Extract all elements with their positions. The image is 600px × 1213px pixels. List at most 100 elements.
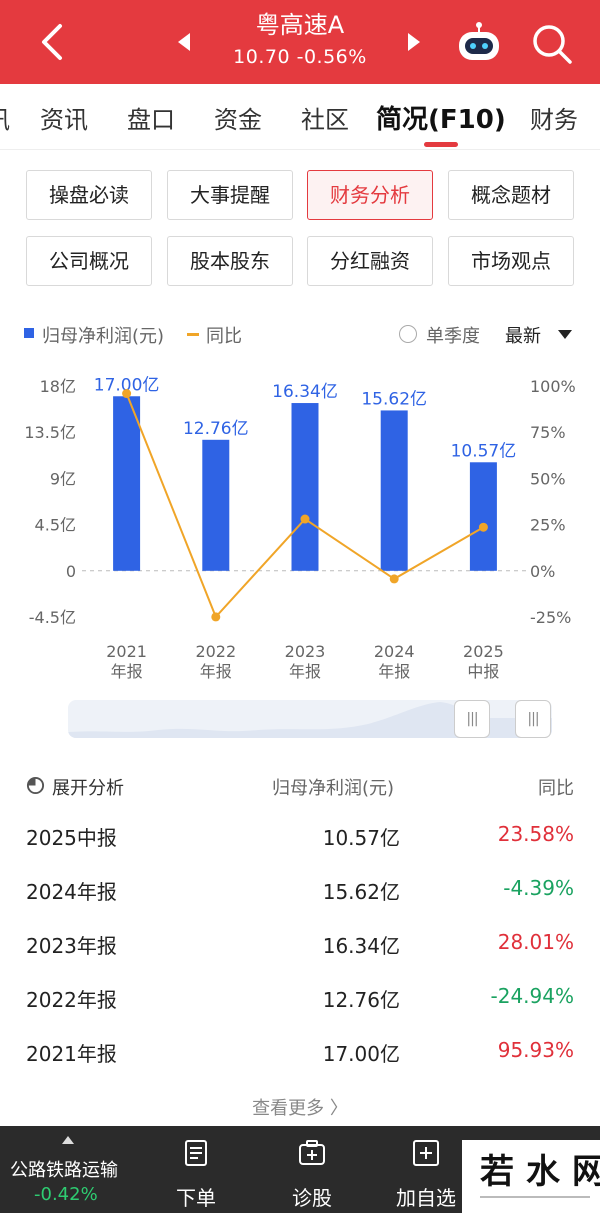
sector-name[interactable]: 公路铁路运输 xyxy=(10,1160,118,1181)
bar-data-label: 15.62亿 xyxy=(361,389,427,409)
row-period: 2023年报 xyxy=(26,934,117,958)
tab-community[interactable]: 社区 xyxy=(301,106,349,134)
pie-chart-icon[interactable] xyxy=(26,776,45,795)
x-tick-label-year: 2024 xyxy=(374,642,415,661)
col-header-value: 归母净利润(元) xyxy=(272,778,395,799)
btn-trading-must-read[interactable]: 操盘必读 xyxy=(26,170,152,220)
btn-dividends[interactable]: 分红融资 xyxy=(307,236,433,286)
row-yoy: -24.94% xyxy=(490,984,574,1008)
back-arrow-icon[interactable] xyxy=(30,18,78,66)
y-left-tick-label: 0 xyxy=(66,562,76,581)
btn-financial-analysis[interactable]: 财务分析 xyxy=(307,170,433,220)
bar-data-label: 17.00亿 xyxy=(94,375,160,395)
row-yoy: 28.01% xyxy=(497,930,574,954)
bar-data-label: 10.57亿 xyxy=(451,441,517,461)
row-yoy: 23.58% xyxy=(497,822,574,846)
tab-news[interactable]: 资讯 xyxy=(40,106,88,134)
robot-assistant-icon[interactable] xyxy=(455,20,503,64)
yoy-point xyxy=(389,574,399,584)
site-watermark: 若水网 xyxy=(462,1140,600,1213)
order-button[interactable]: 下单 xyxy=(156,1138,236,1211)
bar xyxy=(113,396,141,571)
section-tabs: 讯 资讯 盘口 资金 社区 简况(F10) 财务 xyxy=(0,84,600,150)
stock-quote: 10.70 -0.56% xyxy=(233,46,367,68)
active-tab-indicator xyxy=(424,142,458,147)
legend-series1: 归母净利润(元) xyxy=(42,326,165,347)
yoy-point xyxy=(478,522,488,532)
y-left-tick-label: 9亿 xyxy=(50,469,76,488)
row-value: 10.57亿 xyxy=(322,826,400,850)
next-stock-icon[interactable] xyxy=(408,33,420,51)
btn-shareholders[interactable]: 股本股东 xyxy=(167,236,293,286)
add-watchlist-label: 加自选 xyxy=(396,1186,456,1210)
y-right-tick-label: 25% xyxy=(530,516,566,535)
row-period: 2021年报 xyxy=(26,1042,117,1066)
table-row[interactable]: 2021年报 17.00亿 95.93% xyxy=(0,1026,600,1080)
col-header-yoy: 同比 xyxy=(538,778,574,799)
y-right-tick-label: 50% xyxy=(530,469,566,488)
yoy-point xyxy=(122,389,132,399)
view-more-link[interactable]: 查看更多 〉 xyxy=(252,1098,348,1119)
tab-partial[interactable]: 讯 xyxy=(0,100,10,135)
bar-data-label: 16.34亿 xyxy=(272,382,338,402)
table-row[interactable]: 2022年报 12.76亿 -24.94% xyxy=(0,972,600,1026)
x-tick-label-type: 年报 xyxy=(378,662,410,681)
row-period: 2025中报 xyxy=(26,826,117,850)
y-right-tick-label: 75% xyxy=(530,423,566,442)
btn-market-views[interactable]: 市场观点 xyxy=(448,236,574,286)
y-left-tick-label: 13.5亿 xyxy=(24,423,76,442)
quarter-radio[interactable] xyxy=(399,325,417,343)
y-right-tick-label: 0% xyxy=(530,562,555,581)
scrubber-right-handle[interactable]: ||| xyxy=(515,700,551,738)
top-header: 粤高速A 10.70 -0.56% xyxy=(0,0,600,84)
add-watchlist-button[interactable]: 加自选 xyxy=(386,1138,466,1211)
tab-finance[interactable]: 财务 xyxy=(530,106,578,134)
tab-funds[interactable]: 资金 xyxy=(214,106,262,134)
order-label: 下单 xyxy=(176,1186,216,1210)
sort-caret-icon[interactable] xyxy=(558,330,572,339)
btn-concepts[interactable]: 概念题材 xyxy=(448,170,574,220)
stock-name: 粤高速A xyxy=(255,11,345,39)
diagnose-label: 诊股 xyxy=(292,1186,332,1210)
x-tick-label-year: 2023 xyxy=(285,642,326,661)
bar xyxy=(380,410,408,571)
tab-f10[interactable]: 简况(F10) xyxy=(376,105,506,135)
expand-analysis[interactable]: 展开分析 xyxy=(52,778,124,799)
btn-company-profile[interactable]: 公司概况 xyxy=(26,236,152,286)
legend-line-swatch xyxy=(187,333,199,336)
search-icon[interactable] xyxy=(530,22,574,66)
sort-select[interactable]: 最新 xyxy=(505,326,541,347)
row-value: 15.62亿 xyxy=(322,880,400,904)
legend-bar-swatch xyxy=(24,328,34,338)
x-tick-label-year: 2022 xyxy=(195,642,236,661)
y-left-tick-label: 4.5亿 xyxy=(35,516,76,535)
table-row[interactable]: 2023年报 16.34亿 28.01% xyxy=(0,918,600,972)
table-row[interactable]: 2024年报 15.62亿 -4.39% xyxy=(0,864,600,918)
sector-change: -0.42% xyxy=(34,1184,98,1205)
bar-data-label: 12.76亿 xyxy=(183,419,249,439)
watermark-underline xyxy=(480,1196,590,1198)
yoy-point xyxy=(300,514,310,524)
prev-stock-icon[interactable] xyxy=(178,33,190,51)
diagnose-button[interactable]: 诊股 xyxy=(272,1138,352,1211)
btn-major-events[interactable]: 大事提醒 xyxy=(167,170,293,220)
legend-series2: 同比 xyxy=(206,326,242,347)
tab-quote[interactable]: 盘口 xyxy=(127,106,175,134)
table-row[interactable]: 2025中报 10.57亿 23.58% xyxy=(0,810,600,864)
add-watchlist-icon xyxy=(413,1140,439,1166)
quarter-toggle-label[interactable]: 单季度 xyxy=(426,326,480,347)
x-tick-label-type: 年报 xyxy=(111,662,143,681)
diagnose-icon xyxy=(299,1140,325,1165)
y-right-tick-label: -25% xyxy=(530,608,571,627)
scrubber-area-shape xyxy=(68,702,552,738)
row-period: 2022年报 xyxy=(26,988,117,1012)
sector-expand-icon[interactable] xyxy=(62,1136,74,1144)
row-period: 2024年报 xyxy=(26,880,117,904)
yoy-point xyxy=(211,612,221,622)
bar xyxy=(469,462,497,571)
y-left-tick-label: -4.5亿 xyxy=(29,608,76,627)
x-tick-label-year: 2021 xyxy=(106,642,147,661)
stock-title-block: 粤高速A 10.70 -0.56% xyxy=(150,8,450,72)
x-tick-label-type: 中报 xyxy=(467,662,499,681)
scrubber-left-handle[interactable]: ||| xyxy=(454,700,490,738)
